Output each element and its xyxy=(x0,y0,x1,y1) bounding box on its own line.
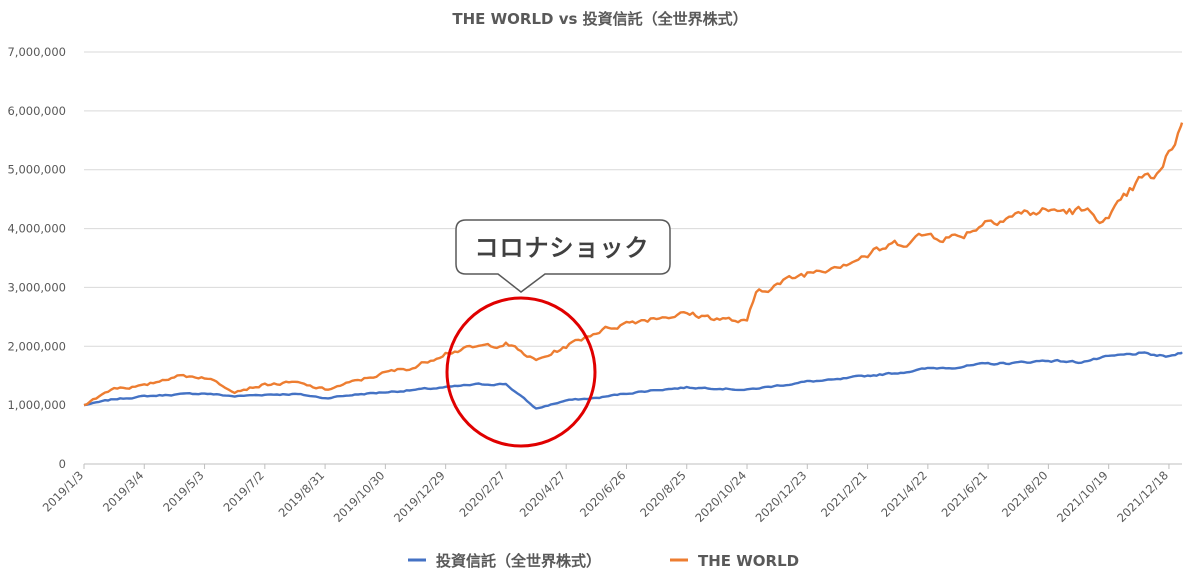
legend-label-0: 投資信託（全世界株式） xyxy=(436,552,601,570)
chart-title: THE WORLD vs 投資信託（全世界株式） xyxy=(452,10,747,28)
callout-label: コロナショック xyxy=(475,234,650,262)
x-tick-label: 2019/12/29 xyxy=(391,468,448,525)
x-tick-label: 2021/2/21 xyxy=(818,468,870,520)
x-tick-label: 2019/10/30 xyxy=(331,468,388,525)
y-tick-label: 2,000,000 xyxy=(7,339,66,353)
x-tick-label: 2021/6/21 xyxy=(939,468,991,520)
gridlines xyxy=(84,51,1182,465)
x-tick-label: 2020/2/27 xyxy=(456,468,508,520)
series-lines xyxy=(83,122,1184,410)
y-tick-label: 1,000,000 xyxy=(7,398,66,412)
y-tick-label: 6,000,000 xyxy=(7,104,66,118)
callout-bubble xyxy=(455,219,671,293)
x-tick-label: 2021/12/18 xyxy=(1114,468,1171,525)
x-axis-tick-labels: 2019/1/3 2019/3/4 2019/5/3 2019/7/2 2019/8/3… xyxy=(40,464,1171,525)
series-line-1 xyxy=(83,122,1184,407)
x-tick-label: 2021/8/20 xyxy=(999,468,1051,520)
x-tick-label: 2019/3/4 xyxy=(100,468,146,514)
legend-label-1: THE WORLD xyxy=(698,552,799,570)
x-tick-label: 2019/7/2 xyxy=(221,468,267,514)
y-tick-label: 3,000,000 xyxy=(7,280,66,294)
x-tick-label: 2021/4/22 xyxy=(878,468,930,520)
y-tick-label: 0 xyxy=(59,457,66,471)
x-tick-label: 2020/10/24 xyxy=(692,468,749,525)
annotation: コロナショック xyxy=(445,219,671,448)
x-tick-label: 2020/8/25 xyxy=(637,468,689,520)
highlight-circle xyxy=(445,296,597,448)
x-tick-label: 2020/12/23 xyxy=(753,468,810,525)
x-tick-label: 2020/6/26 xyxy=(577,468,629,520)
x-tick-label: 2020/4/27 xyxy=(517,468,569,520)
y-axis-tick-labels: 0 1,000,000 2,000,000 3,000,000 4,000,000 5,0… xyxy=(7,45,66,471)
y-tick-label: 5,000,000 xyxy=(7,163,66,177)
x-tick-label: 2021/10/19 xyxy=(1054,468,1111,525)
y-tick-label: 4,000,000 xyxy=(7,222,66,236)
y-tick-label: 7,000,000 xyxy=(7,45,66,59)
legend: 投資信託（全世界株式） THE WORLD xyxy=(408,552,799,570)
x-tick-label: 2019/8/31 xyxy=(276,468,328,520)
x-tick-label: 2019/5/3 xyxy=(160,468,206,514)
series-line-0 xyxy=(83,351,1183,410)
x-tick-label: 2019/1/3 xyxy=(40,468,86,514)
